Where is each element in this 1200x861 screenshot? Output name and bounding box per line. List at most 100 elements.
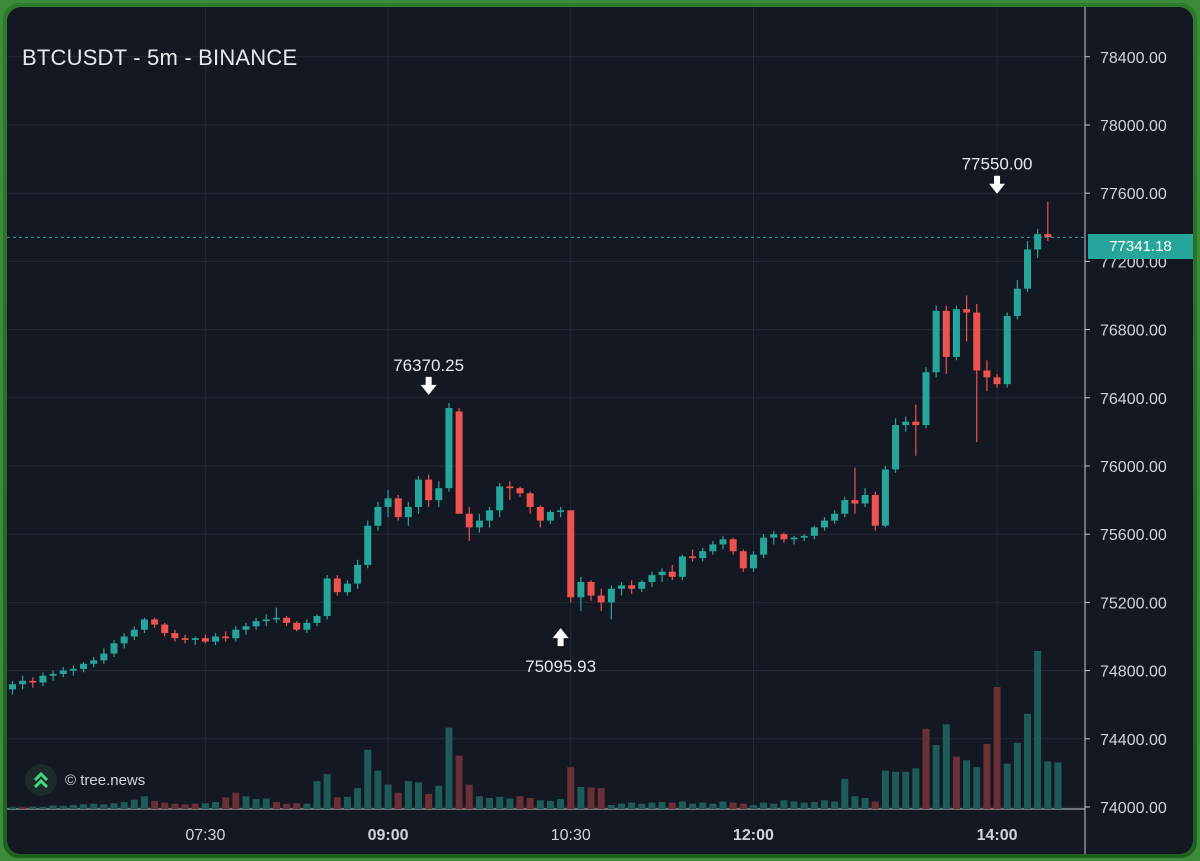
- candle-body: [628, 585, 636, 589]
- volume-bar: [394, 792, 402, 809]
- arrow-icon: [420, 376, 437, 395]
- x-tick-label: 07:30: [185, 827, 225, 844]
- candle-body: [709, 544, 717, 552]
- volume-bar: [181, 804, 189, 809]
- volume-bar: [120, 802, 128, 809]
- volume-bar: [526, 797, 534, 809]
- candle-body: [577, 581, 585, 598]
- arrow-icon: [989, 175, 1006, 194]
- volume-bar: [597, 788, 605, 809]
- candle-body: [354, 564, 362, 584]
- volume-bar: [780, 800, 788, 809]
- candle-body: [810, 527, 818, 536]
- volume-bar: [1013, 742, 1021, 809]
- volume-bar: [618, 803, 625, 809]
- candle-body: [729, 539, 737, 552]
- candle-body: [232, 629, 240, 639]
- volume-bar: [648, 802, 656, 809]
- chart-title: BTCUSDT - 5m - BINANCE: [22, 45, 298, 70]
- volume-bar: [881, 770, 889, 809]
- volume-bar: [861, 797, 869, 809]
- volume-bar: [161, 802, 169, 809]
- volume-bar: [283, 803, 291, 809]
- volume-bar: [364, 749, 372, 809]
- volume-bar: [272, 802, 280, 809]
- volume-bar: [709, 803, 717, 809]
- candle-body: [1024, 249, 1031, 289]
- candle-body: [425, 479, 433, 501]
- candle-body: [283, 617, 291, 623]
- volume-bar: [486, 797, 494, 809]
- volume-bar: [374, 770, 382, 809]
- candle-body: [293, 622, 301, 630]
- y-tick-label: 75600.00: [1100, 527, 1167, 544]
- candle-body: [120, 636, 128, 644]
- volume-bar: [952, 756, 960, 809]
- x-tick-label: 10:30: [551, 827, 591, 844]
- volume-bar: [739, 803, 747, 809]
- candle-body: [140, 619, 148, 630]
- x-tick-label: 09:00: [368, 827, 409, 844]
- candle-body: [486, 510, 494, 521]
- candle-body: [678, 556, 686, 577]
- candle-body: [861, 494, 869, 504]
- x-tick-label: 14:00: [977, 827, 1018, 844]
- candle-body: [567, 510, 575, 598]
- candle-body: [871, 494, 879, 526]
- candle-body: [100, 653, 108, 661]
- volume-bar: [638, 803, 646, 809]
- watermark-text: © tree.news: [65, 771, 146, 789]
- volume-bar: [577, 786, 585, 809]
- y-tick-label: 74800.00: [1100, 664, 1167, 681]
- candle-body: [983, 370, 991, 378]
- candle-body: [130, 629, 138, 637]
- candle-body: [435, 488, 443, 501]
- candle-body: [151, 619, 159, 625]
- volume-bar: [678, 801, 686, 809]
- volume-bar: [425, 793, 433, 809]
- volume-bar: [932, 745, 940, 809]
- volume-bar: [912, 768, 920, 809]
- candle-body: [323, 578, 331, 617]
- volume-bar: [313, 781, 321, 809]
- volume-bar: [252, 799, 260, 809]
- volume-bar: [212, 802, 219, 809]
- candle-body: [800, 535, 808, 538]
- y-tick-label: 77600.00: [1100, 186, 1167, 203]
- candle-body: [39, 675, 47, 683]
- price-chart[interactable]: 78400.0078000.0077600.0077200.0076800.00…: [7, 7, 1193, 854]
- candle-body: [587, 581, 595, 596]
- candle-body: [536, 506, 544, 521]
- volume-bar: [110, 803, 118, 809]
- candle-body: [303, 622, 311, 630]
- volume-bar: [506, 798, 514, 809]
- candle-body: [475, 520, 483, 528]
- volume-bar: [404, 781, 412, 809]
- volume-bar: [922, 728, 930, 809]
- y-tick-label: 76400.00: [1100, 391, 1167, 408]
- candle-body: [496, 486, 504, 511]
- volume-bar: [557, 799, 565, 809]
- candle-body: [445, 408, 453, 489]
- volume-bar: [1034, 651, 1042, 809]
- volume-bar: [69, 804, 77, 809]
- candle-body: [902, 421, 910, 426]
- volume-bar: [902, 771, 910, 809]
- candle-body: [80, 663, 88, 669]
- candle-body: [526, 493, 534, 507]
- candle-body: [242, 626, 250, 630]
- volume-bar: [242, 796, 250, 809]
- volume-bar: [19, 807, 27, 809]
- candle-body: [272, 617, 280, 620]
- volume-bar: [222, 797, 230, 809]
- volume-bar: [354, 788, 362, 809]
- candle-body: [952, 309, 960, 357]
- volume-bar: [831, 801, 839, 809]
- volume-bar: [475, 796, 483, 809]
- volume-bar: [262, 798, 270, 809]
- candle-body: [171, 633, 179, 639]
- volume-bar: [1003, 763, 1011, 809]
- chart-frame: 78400.00 78000.00 77600.00 77200.00 76800.00…: [3, 3, 1197, 858]
- volume-bar: [303, 803, 311, 809]
- volume-bar: [892, 771, 900, 809]
